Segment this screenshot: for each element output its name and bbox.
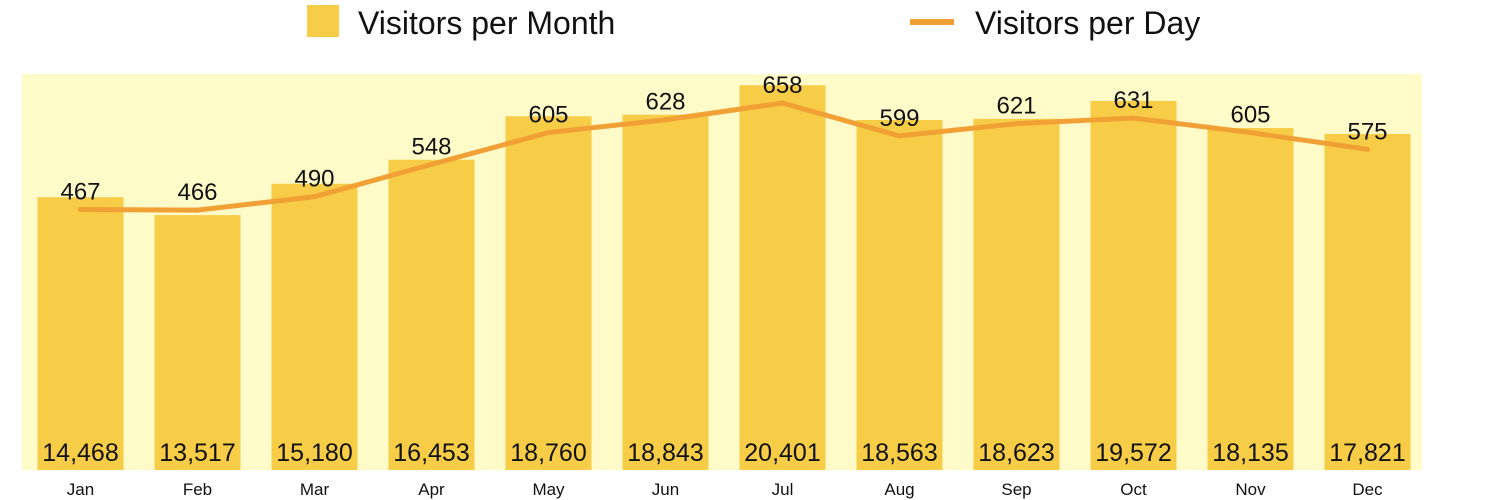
bar-apr [388, 159, 475, 471]
legend-swatch-visitors-per-month [307, 5, 339, 37]
line-point-sep [1014, 121, 1019, 127]
line-point-may [546, 130, 551, 136]
x-tick-label-jul: Jul [772, 480, 794, 499]
bar-value-label-jun: 18,843 [627, 439, 703, 467]
line-value-label-jun: 628 [645, 89, 685, 116]
bar-aug [856, 119, 943, 470]
line-point-feb [195, 207, 200, 213]
line-point-apr [429, 161, 434, 167]
bar-may [505, 116, 592, 471]
line-point-aug [897, 133, 902, 139]
bar-value-label-may: 18,760 [510, 439, 586, 467]
bar-value-label-aug: 18,563 [861, 439, 937, 467]
bar-value-label-sep: 18,623 [978, 439, 1054, 467]
x-tick-label-apr: Apr [418, 480, 445, 499]
x-tick-label-jan: Jan [67, 480, 94, 499]
x-tick-label-jun: Jun [652, 480, 679, 499]
x-tick-label-sep: Sep [1001, 480, 1031, 499]
line-point-oct [1131, 115, 1136, 121]
line-visitors-per-day [78, 100, 1370, 213]
bar-jul [739, 85, 826, 471]
x-tick-label-dec: Dec [1352, 480, 1383, 499]
line-series [78, 100, 1370, 213]
line-value-label-mar: 490 [294, 166, 334, 193]
line-point-jan [78, 207, 83, 213]
bar-value-label-oct: 19,572 [1095, 439, 1171, 467]
legend: Visitors per Month Visitors per Day [307, 5, 1200, 41]
bar-dec [1324, 133, 1411, 471]
line-value-label-aug: 599 [879, 105, 919, 132]
line-value-label-nov: 605 [1230, 102, 1270, 129]
x-tick-label-mar: Mar [300, 480, 330, 499]
bar-value-label-nov: 18,135 [1212, 439, 1288, 467]
x-tick-label-oct: Oct [1120, 480, 1147, 499]
line-value-label-may: 605 [528, 102, 568, 129]
bar-feb [154, 215, 241, 470]
line-value-label-dec: 575 [1347, 118, 1387, 145]
bars [37, 85, 1411, 471]
x-tick-label-may: May [532, 480, 565, 499]
line-point-jun [663, 117, 668, 123]
bar-value-label-mar: 15,180 [276, 439, 352, 467]
x-tick-label-nov: Nov [1235, 480, 1266, 499]
x-tick-label-aug: Aug [884, 480, 914, 499]
line-value-label-sep: 621 [996, 93, 1036, 120]
x-tick-label-feb: Feb [183, 480, 212, 499]
line-value-label-jul: 658 [762, 72, 802, 99]
bar-value-label-feb: 13,517 [159, 439, 235, 467]
bar-oct [1090, 100, 1177, 470]
bar-mar [271, 183, 358, 470]
legend-label-visitors-per-day: Visitors per Day [975, 5, 1200, 41]
line-point-mar [312, 194, 317, 200]
bar-value-label-jul: 20,401 [744, 439, 820, 467]
bar-jan [37, 197, 124, 470]
labels: 14,468 Jan 13,517 Feb 15,180 Mar 16,453 Apr 18,7… [42, 72, 1405, 499]
line-point-jul [780, 100, 785, 106]
line-value-label-oct: 631 [1113, 87, 1153, 114]
line-value-label-feb: 466 [177, 179, 217, 206]
line-point-dec [1365, 146, 1370, 152]
bar-nov [1207, 128, 1294, 471]
bar-value-label-jan: 14,468 [42, 439, 118, 467]
legend-swatch-visitors-per-day [910, 19, 954, 25]
plot-background [22, 74, 1422, 470]
bar-value-label-apr: 16,453 [393, 439, 469, 467]
line-point-nov [1248, 130, 1253, 136]
bar-value-label-dec: 17,821 [1329, 439, 1405, 467]
line-value-label-jan: 467 [60, 179, 100, 206]
legend-label-visitors-per-month: Visitors per Month [358, 5, 615, 41]
line-value-label-apr: 548 [411, 133, 451, 160]
bar-sep [973, 118, 1060, 470]
bar-jun [622, 114, 709, 470]
